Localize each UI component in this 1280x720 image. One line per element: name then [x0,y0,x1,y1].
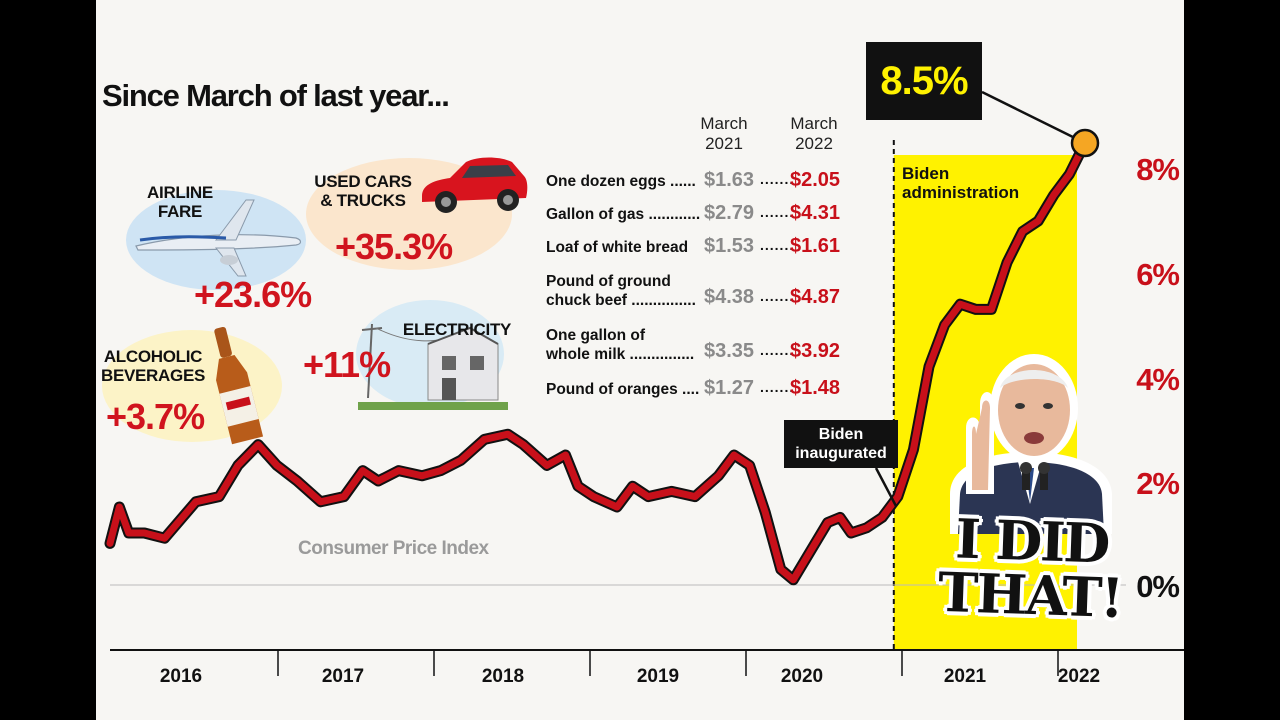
electricity-pct: +11% [303,344,391,385]
col-head-2022-line1: March [790,114,838,133]
cars-pct: +35.3% [335,226,453,267]
sticker-text-line2: THAT! [936,559,1124,631]
airline-label: AIRLINE FARE [140,183,220,221]
price-2022: $4.87 [790,286,841,308]
airline-pct: +23.6% [194,274,312,315]
price-2021: $1.27 [704,377,755,399]
price-dots: ....... [760,204,795,220]
price-2022: $1.48 [790,377,841,399]
x-tick-label: 2017 [322,666,364,687]
peak-point [1070,128,1100,158]
y-tick-label: 8% [1136,152,1179,187]
col-head-2021: March 2021 [686,114,762,154]
price-row-label: One gallon of whole milk ............... [546,326,694,364]
peak-leader-line [981,90,1086,145]
price-row-label-line1: One gallon of [546,327,646,344]
price-dots: ....... [760,171,795,187]
price-row-label-line1: Pound of oranges .... [546,381,700,398]
alcohol-label-line1: ALCOHOLIC [103,347,203,366]
price-dots: ....... [760,288,795,304]
y-tick-label: 4% [1136,362,1179,397]
price-row-label-line1: Loaf of white bread [546,239,689,256]
pointing-figure-icon [950,354,1112,534]
col-head-2021-line1: March [700,114,748,133]
price-dots: ....... [760,342,795,358]
y-tick-label: 6% [1136,257,1179,292]
price-row-label: Pound of oranges .... [546,380,699,399]
price-row-label: One dozen eggs ...... [546,172,696,191]
cars-label: USED CARS & TRUCKS [314,172,412,210]
admin-label-line1: Biden [902,164,950,183]
peak-label: 8.5% [880,59,968,103]
price-dots: ....... [760,379,795,395]
x-tick-label: 2018 [482,666,524,687]
price-row-label-line1: One dozen eggs ...... [546,173,696,190]
price-2021: $1.53 [704,235,755,257]
price-row-label-line2: whole milk ............... [546,346,695,363]
headline: Since March of last year... [102,78,450,113]
price-row-label: Gallon of gas ............ [546,205,700,224]
alcohol-label-line2: BEVERAGES [100,366,206,385]
x-tick-label: 2019 [637,666,679,687]
cars-label-line2: & TRUCKS [320,191,406,210]
col-head-2022: March 2022 [776,114,852,154]
price-dots: ....... [760,237,795,253]
airline-label-line2: FARE [157,202,203,221]
inaugurated-line2: inaugurated [795,445,887,462]
y-tick-label: 2% [1136,466,1179,501]
price-row-label: Loaf of white bread [546,238,688,257]
price-2022: $3.92 [790,340,841,362]
infographic: Since March of last year... AIRLINE FARE… [96,0,1184,720]
price-2021: $3.35 [704,340,755,362]
col-head-2022-line2: 2022 [795,134,833,153]
price-2021: $1.63 [704,169,755,191]
airline-label-line1: AIRLINE [147,183,213,202]
electricity-label: ELECTRICITY [402,320,512,339]
admin-label: Biden administration [902,164,1019,202]
chart-title: Consumer Price Index [298,538,490,559]
beer-bottle-icon [214,326,264,445]
price-row-label-line1: Pound of ground [546,273,671,290]
airplane-icon [135,199,302,277]
inaugurated-leader-line [874,467,898,507]
price-2021: $4.38 [704,286,755,308]
peak-callout: 8.5% [866,42,982,120]
cpi-series-line [106,139,1089,584]
i-did-that-sticker: I DID THAT! [930,344,1132,644]
price-2022: $2.05 [790,169,841,191]
cars-label-line1: USED CARS [314,172,412,191]
admin-label-line2: administration [902,183,1020,202]
price-2022: $1.61 [790,235,841,257]
sticker-text: I DID THAT! [928,506,1134,631]
car-icon [422,157,528,213]
alcohol-label: ALCOHOLIC BEVERAGES [100,347,206,385]
col-head-2021-line2: 2021 [705,134,743,153]
house-icon [358,323,508,410]
inaugurated-callout: Biden inaugurated [784,420,898,468]
x-tick-label: 2022 [1058,666,1100,687]
y-tick-label: 0% [1136,569,1179,604]
price-2022: $4.31 [790,202,841,224]
price-row-label: Pound of ground chuck beef ..............… [546,272,696,310]
x-tick-label: 2020 [781,666,823,687]
alcohol-pct: +3.7% [106,396,205,437]
inaugurated-line1: Biden [818,426,864,443]
price-row-label-line2: chuck beef ............... [546,292,696,309]
price-row-label-line1: Gallon of gas ............ [546,206,701,223]
x-tick-label: 2021 [944,666,987,687]
x-tick-label: 2016 [160,666,202,687]
price-2021: $2.79 [704,202,755,224]
